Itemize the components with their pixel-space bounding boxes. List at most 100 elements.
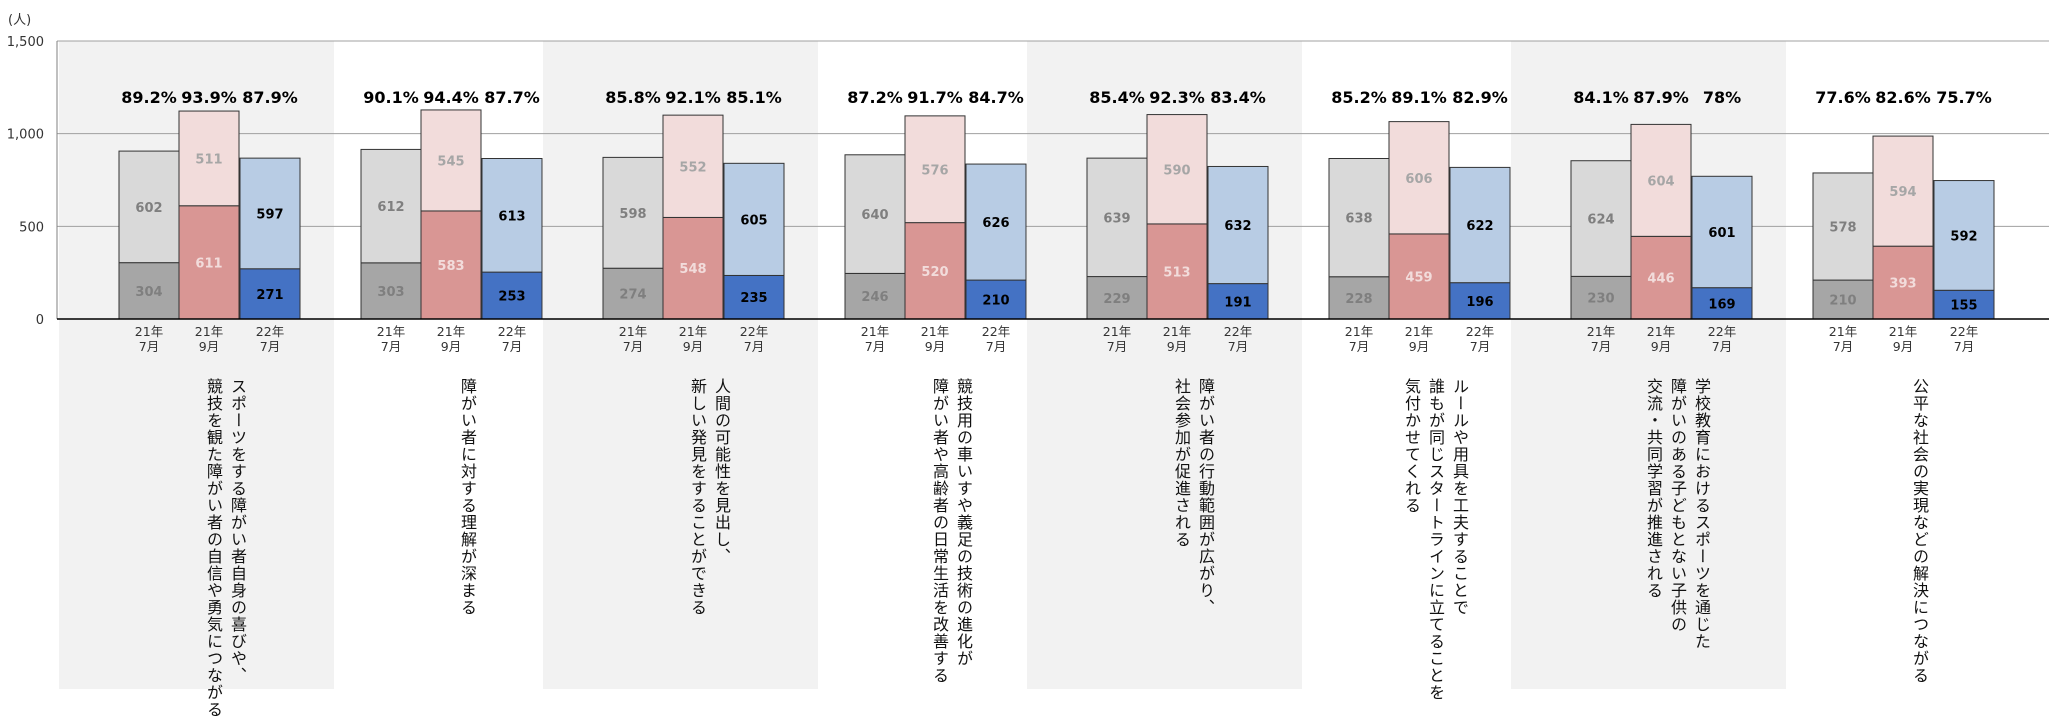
percentage-label: 87.9% (1633, 88, 1689, 107)
bar-top-segment (1933, 180, 1995, 291)
percentage-label: 92.3% (1149, 88, 1205, 107)
bar-bottom-value-label: 274 (619, 288, 646, 303)
y-axis-unit-label: (人) (8, 13, 32, 28)
x-tick-label: 21年 (1647, 324, 1675, 339)
bar-bottom-value-label: 303 (377, 285, 404, 300)
x-tick-label: 7月 (1712, 339, 1732, 354)
bar-top-segment (1630, 123, 1692, 237)
bar-top-value-label: 622 (1466, 219, 1493, 234)
x-tick-label: 7月 (1591, 339, 1611, 354)
x-tick-label: 7月 (865, 339, 885, 354)
x-tick-label: 21年 (1889, 324, 1917, 339)
percentage-label: 94.4% (423, 88, 479, 107)
x-tick-label: 22年 (1224, 324, 1252, 339)
x-tick-label: 7月 (381, 339, 401, 354)
percentage-label: 85.2% (1331, 88, 1387, 107)
x-tick-label: 7月 (986, 339, 1006, 354)
x-tick-label: 22年 (1950, 324, 1978, 339)
x-tick-label: 22年 (498, 324, 526, 339)
y-tick-label: 0 (36, 313, 44, 328)
x-tick-label: 9月 (925, 339, 945, 354)
x-tick-label: 21年 (1103, 324, 1131, 339)
x-tick-label: 21年 (1829, 324, 1857, 339)
x-tick-label: 7月 (1954, 339, 1974, 354)
bar-top-value-label: 590 (1163, 163, 1190, 178)
x-tick-label: 21年 (1345, 324, 1373, 339)
x-tick-label: 7月 (623, 339, 643, 354)
x-tick-label: 9月 (1167, 339, 1187, 354)
bar-top-value-label: 602 (135, 201, 162, 216)
x-tick-label: 21年 (679, 324, 707, 339)
percentage-label: 87.9% (242, 88, 298, 107)
bar-top-value-label: 598 (619, 207, 646, 222)
bar-bottom-segment (1933, 289, 1995, 320)
bar-top-value-label: 626 (982, 216, 1009, 231)
bar-top-segment (723, 162, 785, 276)
x-tick-label: 22年 (256, 324, 284, 339)
bar-bottom-segment (1146, 223, 1208, 320)
bar-top-value-label: 638 (1345, 212, 1372, 227)
x-tick-label: 9月 (683, 339, 703, 354)
bar-top-segment (118, 150, 180, 264)
bar-top-segment (1449, 166, 1511, 284)
bar-bottom-value-label: 210 (982, 294, 1009, 309)
percentage-label: 77.6% (1815, 88, 1871, 107)
bar-top-segment (178, 110, 240, 207)
bar-bottom-value-label: 228 (1345, 292, 1372, 307)
x-tick-label: 7月 (139, 339, 159, 354)
bar-top-value-label: 632 (1224, 219, 1251, 234)
percentage-label: 92.1% (665, 88, 721, 107)
category-label: 公平な社会の実現などの解決につながる (1910, 378, 1929, 684)
bar-bottom-segment (965, 279, 1027, 320)
bar-top-value-label: 604 (1647, 174, 1674, 189)
percentage-label: 91.7% (907, 88, 963, 107)
percentage-label: 83.4% (1210, 88, 1266, 107)
bar-top-value-label: 613 (498, 209, 525, 224)
bar-top-value-label: 511 (195, 152, 222, 167)
bar-top-value-label: 592 (1950, 229, 1977, 244)
x-tick-label: 21年 (619, 324, 647, 339)
bar-bottom-value-label: 210 (1829, 294, 1856, 309)
x-tick-label: 7月 (502, 339, 522, 354)
bar-bottom-segment (360, 262, 422, 320)
percentage-label: 84.7% (968, 88, 1024, 107)
bar-top-value-label: 545 (437, 154, 464, 169)
bar-top-value-label: 576 (921, 163, 948, 178)
bar-top-value-label: 639 (1103, 211, 1130, 226)
category-label: ルールや用具を工夫することで 誰もが同じスタートラインに立てることを 気付かせて… (1402, 378, 1469, 701)
bar-bottom-value-label: 446 (1647, 272, 1674, 287)
category-label: スポーツをする障がい者自身の喜びや、 競技を観た障がい者の自信や勇気につながる (204, 378, 247, 718)
bar-bottom-value-label: 271 (256, 288, 283, 303)
category-label: 学校教育におけるスポーツを通じた 障がいのある子どもとない子供の 交流・共同学習… (1644, 378, 1711, 650)
bar-bottom-value-label: 611 (195, 256, 222, 271)
x-tick-label: 22年 (1466, 324, 1494, 339)
bar-bottom-segment (1570, 275, 1632, 320)
bar-bottom-value-label: 253 (498, 290, 525, 305)
percentage-label: 87.7% (484, 88, 540, 107)
bar-top-segment (239, 157, 301, 270)
bar-top-value-label: 606 (1405, 172, 1432, 187)
bar-top-value-label: 594 (1889, 185, 1916, 200)
percentage-label: 85.8% (605, 88, 661, 107)
percentage-label: 93.9% (181, 88, 237, 107)
bar-top-value-label: 552 (679, 160, 706, 175)
bar-top-value-label: 612 (377, 200, 404, 215)
x-tick-label: 7月 (744, 339, 764, 354)
bar-bottom-value-label: 246 (861, 290, 888, 305)
category-label: 障がい者の行動範囲が広がり、 社会参加が促進される (1172, 378, 1215, 616)
bar-bottom-value-label: 169 (1708, 297, 1735, 312)
x-tick-label: 21年 (1587, 324, 1615, 339)
bar-top-segment (602, 156, 664, 269)
x-tick-label: 21年 (437, 324, 465, 339)
bar-bottom-value-label: 155 (1950, 299, 1977, 314)
x-tick-label: 21年 (135, 324, 163, 339)
bar-bottom-value-label: 230 (1587, 292, 1614, 307)
bar-bottom-segment (420, 210, 482, 320)
x-tick-label: 21年 (861, 324, 889, 339)
bar-bottom-value-label: 513 (1163, 265, 1190, 280)
x-tick-label: 7月 (1833, 339, 1853, 354)
bar-top-segment (1872, 135, 1934, 247)
x-tick-label: 7月 (1470, 339, 1490, 354)
bar-bottom-value-label: 548 (679, 262, 706, 277)
bar-bottom-value-label: 520 (921, 265, 948, 280)
